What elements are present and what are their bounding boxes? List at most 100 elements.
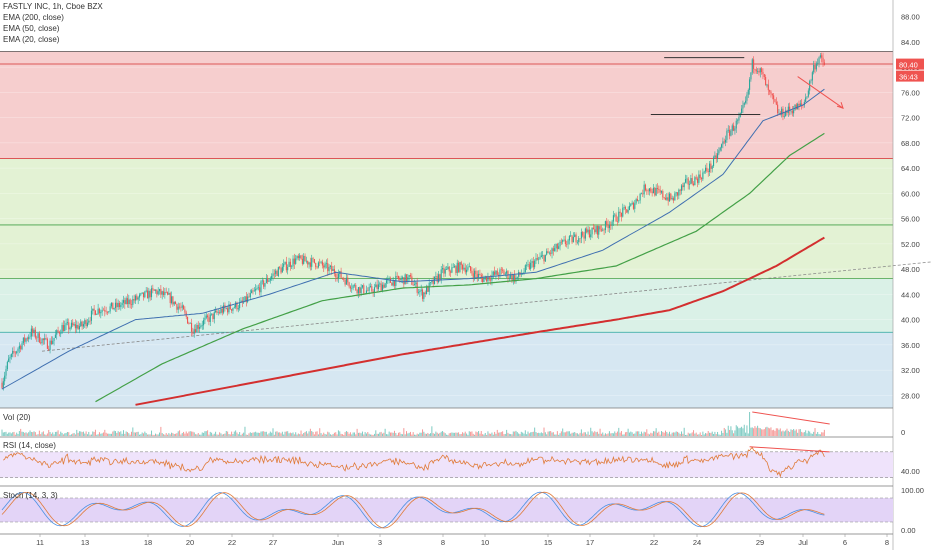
volume-bar xyxy=(135,432,136,436)
candle-body xyxy=(116,302,118,308)
volume-bar xyxy=(365,433,367,436)
candle-body xyxy=(684,179,687,183)
candle-body xyxy=(58,331,60,334)
candle-body xyxy=(128,299,130,305)
candle-body xyxy=(515,277,517,282)
candle-body xyxy=(425,286,428,295)
candle-body xyxy=(721,144,723,148)
volume-bar xyxy=(751,427,753,436)
volume-bar xyxy=(648,434,650,436)
candle-body xyxy=(690,178,692,184)
volume-pane: 0 xyxy=(1,411,905,437)
candle-body xyxy=(572,236,574,243)
y-tick-label: 88.00 xyxy=(901,13,920,22)
volume-bar xyxy=(558,434,560,436)
candle-body xyxy=(747,89,749,95)
volume-bar xyxy=(369,434,371,436)
candle-body xyxy=(488,276,490,280)
volume-bar xyxy=(566,431,568,436)
volume-bar xyxy=(471,431,473,436)
volume-bar xyxy=(160,426,162,436)
volume-bar xyxy=(622,434,624,436)
candle-body xyxy=(320,261,322,263)
candle-body xyxy=(551,248,553,254)
candle-body xyxy=(656,188,659,189)
candle-body xyxy=(783,116,785,117)
volume-bar xyxy=(191,431,193,436)
candle-body xyxy=(225,308,227,309)
volume-bar xyxy=(817,431,819,436)
volume-bar xyxy=(36,434,38,436)
candle-body xyxy=(492,271,494,276)
candle-body xyxy=(120,305,122,308)
volume-bar xyxy=(741,426,743,436)
volume-bar xyxy=(592,432,594,436)
candle-body xyxy=(280,268,282,273)
volume-bar xyxy=(44,434,46,436)
volume-bar xyxy=(475,431,477,436)
volume-bar xyxy=(534,427,536,436)
volume-bar xyxy=(560,431,562,436)
candle-body xyxy=(472,273,474,278)
candle-body xyxy=(587,229,589,233)
volume-bar xyxy=(379,432,381,436)
candle-body xyxy=(539,256,541,259)
candle-body xyxy=(400,278,402,281)
candle-body xyxy=(41,338,43,344)
volume-bar xyxy=(399,432,401,436)
volume-bar xyxy=(251,432,253,436)
candle-body xyxy=(150,288,153,298)
candle-body xyxy=(588,229,590,238)
volume-bar xyxy=(406,431,408,436)
volume-bar xyxy=(420,432,422,436)
volume-bar xyxy=(248,433,250,436)
candle-body xyxy=(576,241,578,243)
volume-bar xyxy=(527,431,529,436)
candle-body xyxy=(813,64,815,73)
volume-bar xyxy=(787,430,789,436)
volume-bar xyxy=(184,433,186,436)
candle-body xyxy=(688,183,691,185)
x-tick-label: 3 xyxy=(378,538,382,547)
candle-body xyxy=(305,260,307,262)
candle-body xyxy=(213,312,215,320)
volume-bar xyxy=(136,431,138,436)
y-tick-label: 44.00 xyxy=(901,290,920,299)
candle-body xyxy=(600,229,602,231)
volume-bar xyxy=(12,432,14,436)
volume-bar xyxy=(677,431,679,436)
volume-bar xyxy=(695,432,697,436)
candle-body xyxy=(94,310,96,315)
volume-bar xyxy=(730,426,732,436)
volume-bar xyxy=(554,434,556,436)
volume-bar xyxy=(582,433,584,436)
volume-bar xyxy=(459,434,461,436)
volume-bar xyxy=(311,431,313,436)
volume-bar xyxy=(215,431,217,436)
candle-body xyxy=(42,338,44,341)
candle-body xyxy=(188,323,190,325)
volume-bar xyxy=(628,432,630,436)
candle-body xyxy=(187,316,189,324)
volume-bar xyxy=(456,432,458,436)
volume-bar xyxy=(551,432,553,436)
volume-bar xyxy=(249,432,251,436)
candle-body xyxy=(491,275,493,281)
volume-bar xyxy=(74,434,76,436)
candle-body xyxy=(26,338,28,340)
volume-bar xyxy=(232,434,234,436)
candle-body xyxy=(714,155,716,158)
candle-body xyxy=(173,301,175,305)
candle-body xyxy=(156,290,158,295)
volume-bar xyxy=(580,429,582,436)
volume-bar xyxy=(496,429,498,436)
candle-body xyxy=(459,262,461,272)
volume-bar xyxy=(272,428,274,436)
volume-bar xyxy=(619,432,621,436)
candle-body xyxy=(61,325,63,334)
candle-body xyxy=(121,302,123,306)
candle-body xyxy=(24,337,26,342)
volume-bar xyxy=(640,431,642,436)
volume-bar xyxy=(809,431,811,436)
